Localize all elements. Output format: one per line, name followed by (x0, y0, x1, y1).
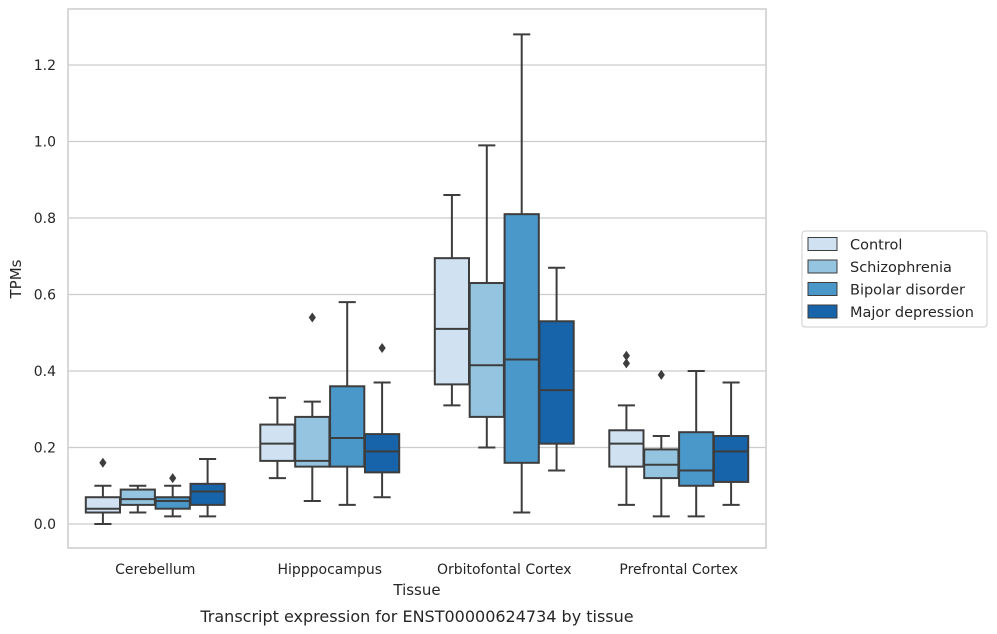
x-tick-label: Prefrontal Cortex (619, 562, 738, 578)
outlier-point (169, 473, 177, 484)
box-iqr (294, 415, 331, 468)
y-tick-label: 0.4 (34, 364, 56, 380)
box (712, 381, 750, 506)
y-tick-label: 0.2 (34, 441, 56, 457)
x-tick-labels: Cerebellum Hipppocampus Orbitofontal Corte… (115, 562, 738, 578)
box-iqr (84, 496, 122, 514)
legend-swatch (807, 282, 838, 296)
legend-label: Bipolar disorder (850, 283, 965, 299)
x-tick-label: Orbitofontal Cortex (437, 562, 572, 578)
box-iqr (712, 435, 750, 483)
outlier-point (378, 343, 386, 354)
box-iqr (363, 433, 401, 474)
box (678, 370, 715, 518)
box (189, 457, 226, 518)
y-tick-label: 0.0 (34, 517, 56, 533)
x-tick-label: Hipppocampus (277, 562, 382, 578)
box (538, 266, 575, 472)
legend: Control Schizophrenia Bipolar disorder Majo… (801, 230, 988, 328)
grid-lines (68, 64, 766, 525)
box-iqr (154, 496, 191, 510)
y-tick-label: 1.2 (34, 58, 56, 74)
box (329, 301, 366, 506)
y-tick-label: 0.8 (34, 211, 56, 227)
outlier-point (99, 457, 107, 468)
box (433, 194, 471, 407)
box (503, 33, 540, 514)
plot-frame (67, 8, 767, 549)
box (154, 473, 191, 518)
y-tick-label: 1.0 (34, 135, 56, 151)
legend-swatch (807, 237, 838, 251)
series-major-depression (189, 266, 750, 518)
y-tick-label: 0.6 (34, 288, 56, 304)
chart-caption: Transcript expression for ENST0000062473… (199, 607, 633, 626)
box (643, 369, 680, 518)
box-iqr (119, 488, 156, 506)
legend-swatch (807, 304, 838, 319)
box (468, 144, 505, 449)
outlier-point (622, 350, 630, 361)
box (294, 312, 331, 503)
box-iqr (468, 282, 505, 418)
outlier-point (622, 358, 630, 369)
box-iqr (538, 320, 575, 445)
box (119, 484, 156, 514)
box-iqr (608, 429, 645, 468)
legend-swatch (807, 259, 838, 274)
box (608, 350, 645, 506)
box-groups (84, 33, 750, 525)
box (84, 457, 122, 525)
box-iqr (678, 431, 715, 487)
legend-label: Major depression (850, 305, 974, 321)
box-iqr (329, 385, 366, 468)
legend-label: Control (850, 238, 902, 254)
box-iqr (433, 257, 471, 386)
legend-frame (801, 230, 988, 328)
x-tick-label: Cerebellum (115, 562, 195, 578)
box (363, 343, 401, 499)
legend-label: Schizophrenia (850, 260, 952, 276)
series-schizophrenia (119, 144, 680, 518)
series-control (84, 194, 645, 525)
outlier-point (308, 312, 316, 323)
y-axis-label: TPMs (7, 259, 25, 299)
x-axis-label: Tissue (392, 581, 440, 599)
box-iqr (189, 482, 226, 506)
outlier-point (657, 369, 665, 380)
y-tick-labels: 0.0 0.2 0.4 0.6 0.8 1.0 1.2 (34, 58, 56, 533)
box (259, 396, 296, 480)
box-iqr (503, 213, 540, 464)
